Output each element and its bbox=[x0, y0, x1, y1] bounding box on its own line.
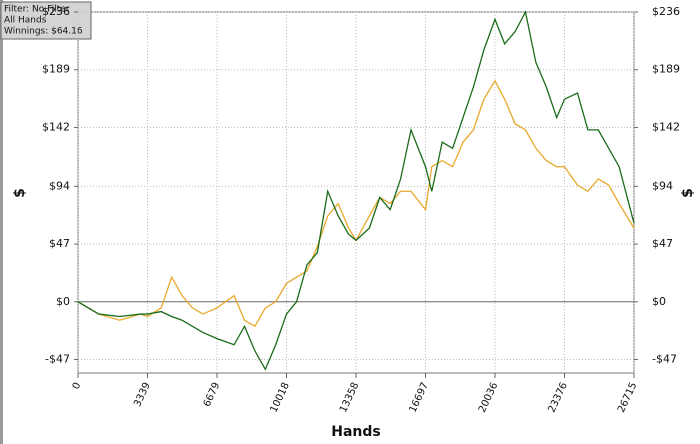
series-line bbox=[77, 79, 635, 328]
y-tick-label: $47 bbox=[49, 237, 70, 250]
y2-axis-label: $ bbox=[680, 188, 696, 198]
y-tick-label: $189 bbox=[42, 63, 70, 76]
x-axis-label: Hands bbox=[331, 424, 381, 440]
x-tick-label: 13358 bbox=[338, 381, 361, 414]
y-tick-label: $236 bbox=[42, 5, 70, 18]
y2-tick-label: $94 bbox=[652, 179, 673, 192]
x-tick-label: 0 bbox=[71, 381, 84, 391]
y-tick-label: -$47 bbox=[45, 352, 70, 365]
y2-tick-label: $47 bbox=[652, 237, 673, 250]
y2-tick-label: $236 bbox=[652, 5, 680, 18]
left-edge bbox=[0, 0, 3, 444]
x-tick-label: 6679 bbox=[202, 381, 223, 409]
y2-tick-label: -$47 bbox=[652, 352, 677, 365]
info-box bbox=[0, 1, 92, 40]
y-tick-label: $0 bbox=[56, 295, 70, 308]
y2-tick-label: $189 bbox=[652, 63, 680, 76]
x-tick-label: 3339 bbox=[132, 381, 153, 409]
y2-tick-label: $0 bbox=[652, 295, 666, 308]
y2-tick-label: $142 bbox=[652, 120, 680, 133]
x-tick-label: 20036 bbox=[477, 381, 500, 414]
series-line bbox=[77, 10, 635, 371]
info-text: All Hands bbox=[4, 16, 47, 26]
x-tick-label: 26715 bbox=[616, 381, 639, 414]
info-text: Filter: No Filter bbox=[4, 5, 70, 15]
info-text: Winnings: $64.16 bbox=[4, 27, 83, 37]
x-tick-label: 10018 bbox=[269, 381, 292, 414]
x-tick-label: 23376 bbox=[547, 381, 570, 414]
x-tick-label: 16697 bbox=[408, 381, 431, 414]
y-tick-label: $142 bbox=[42, 120, 70, 133]
y-axis-label: $ bbox=[12, 188, 28, 198]
y-tick-label: $94 bbox=[49, 179, 70, 192]
